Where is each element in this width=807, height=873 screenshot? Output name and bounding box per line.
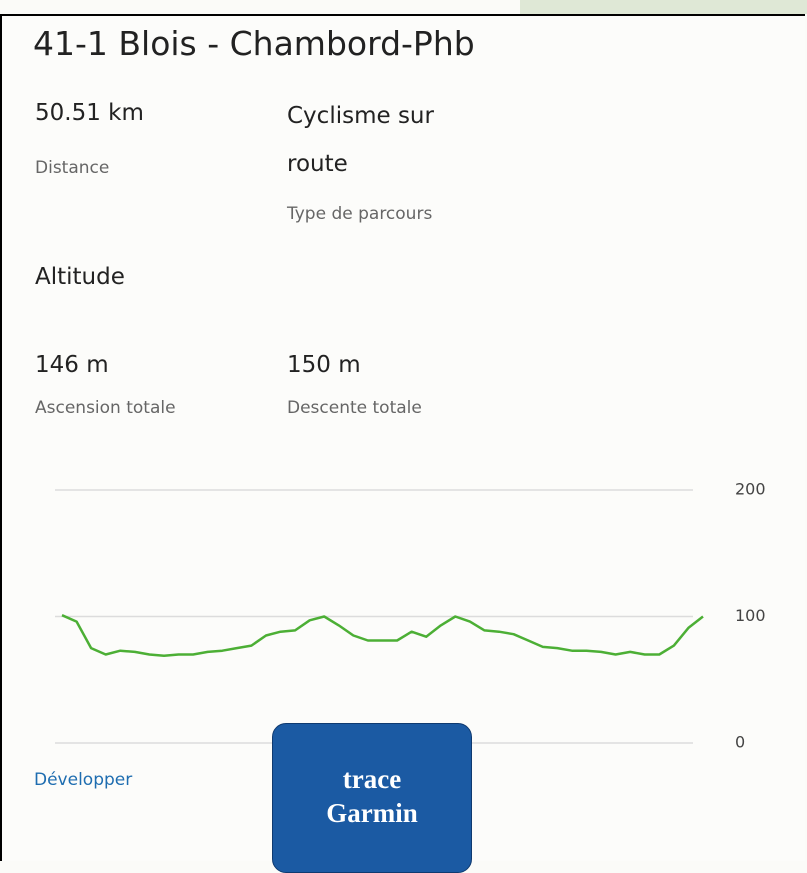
stat-value: 150 m [287,352,361,378]
expand-link[interactable]: Développer [34,770,133,790]
y-tick-label: 100 [735,606,766,625]
elevation-line [61,614,704,657]
badge: trace Garmin [272,723,472,873]
stat-value: 50.51 km [35,100,144,126]
stat-value: 146 m [35,352,109,378]
stat-label: Descente totale [287,398,422,418]
stat-value: Cyclisme sur route [287,103,434,177]
route-title: 41-1 Blois - Chambord-Phb [33,24,475,63]
stat-label: Distance [35,158,110,178]
section-title: Altitude [35,264,125,290]
y-tick-label: 200 [735,480,766,499]
map-background [520,0,807,14]
route-panel [0,14,805,861]
y-tick-label: 0 [735,733,745,752]
stat-label: Ascension totale [35,398,176,418]
stat-label: Type de parcours [287,204,433,224]
